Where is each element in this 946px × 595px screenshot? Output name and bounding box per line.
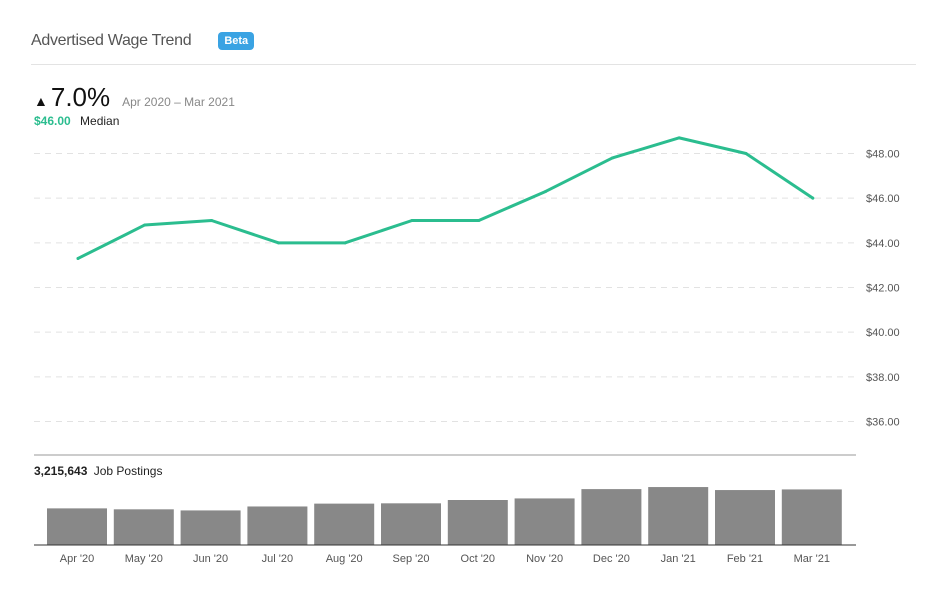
x-tick-label: Jan '21 <box>661 553 696 565</box>
x-tick-label: Oct '20 <box>461 553 496 565</box>
posting-bar <box>581 489 642 545</box>
wage-point <box>477 219 481 222</box>
wage-point <box>744 152 748 155</box>
posting-bar <box>314 503 375 545</box>
wage-point <box>410 219 414 222</box>
x-tick-label: Mar '21 <box>794 553 830 565</box>
wage-point <box>210 219 214 222</box>
y-tick-label: $40.00 <box>866 327 900 339</box>
up-arrow-icon: ▲ <box>34 93 48 109</box>
wage-point <box>610 156 614 160</box>
wage-point <box>76 256 80 260</box>
page-title: Advertised Wage Trend <box>31 32 192 49</box>
job-postings-count: 3,215,643 <box>34 464 88 478</box>
median-label: Median <box>80 114 120 128</box>
posting-bar <box>648 487 709 545</box>
x-tick-label: Jul '20 <box>262 553 293 565</box>
posting-bar <box>514 498 575 545</box>
beta-badge: Beta <box>218 32 255 50</box>
x-tick-label: May '20 <box>125 553 163 565</box>
header: Advertised Wage Trend Beta <box>31 30 255 52</box>
wage-point <box>343 241 347 245</box>
y-tick-label: $44.00 <box>866 238 900 250</box>
y-tick-label: $38.00 <box>866 372 900 384</box>
posting-bar <box>180 510 241 545</box>
x-tick-label: Nov '20 <box>526 553 563 565</box>
y-tick-label: $42.00 <box>866 283 900 295</box>
posting-bar <box>381 503 441 545</box>
x-tick-label: Sep '20 <box>393 553 430 565</box>
posting-bar <box>715 490 775 545</box>
posting-bar <box>247 506 308 545</box>
wage-point <box>544 189 548 193</box>
y-tick-label: $36.00 <box>866 417 900 429</box>
wage-point <box>811 196 815 200</box>
x-tick-label: Aug '20 <box>326 553 363 565</box>
y-tick-label: $46.00 <box>866 193 900 205</box>
x-tick-label: Jun '20 <box>193 553 228 565</box>
x-tick-label: Feb '21 <box>727 553 763 565</box>
header-divider <box>31 64 916 65</box>
job-postings-summary: 3,215,643 Job Postings <box>34 464 162 478</box>
summary: ▲ 7.0% Apr 2020 – Mar 2021 <box>34 82 235 113</box>
wage-point <box>143 223 147 227</box>
posting-bar <box>113 509 174 545</box>
posting-bar <box>447 500 508 545</box>
wage-point <box>276 241 280 245</box>
posting-bar <box>781 489 842 545</box>
posting-bar <box>47 508 107 545</box>
x-tick-label: Dec '20 <box>593 553 630 565</box>
wage-line <box>76 136 815 260</box>
date-range: Apr 2020 – Mar 2021 <box>122 95 235 109</box>
median-summary: $46.00 Median <box>34 114 119 128</box>
x-tick-label: Apr '20 <box>60 553 95 565</box>
job-postings-label: Job Postings <box>93 464 163 478</box>
percent-change: 7.0% <box>50 82 111 112</box>
median-value: $46.00 <box>34 114 71 128</box>
y-tick-label: $48.00 <box>866 149 900 161</box>
wage-point <box>677 136 681 140</box>
